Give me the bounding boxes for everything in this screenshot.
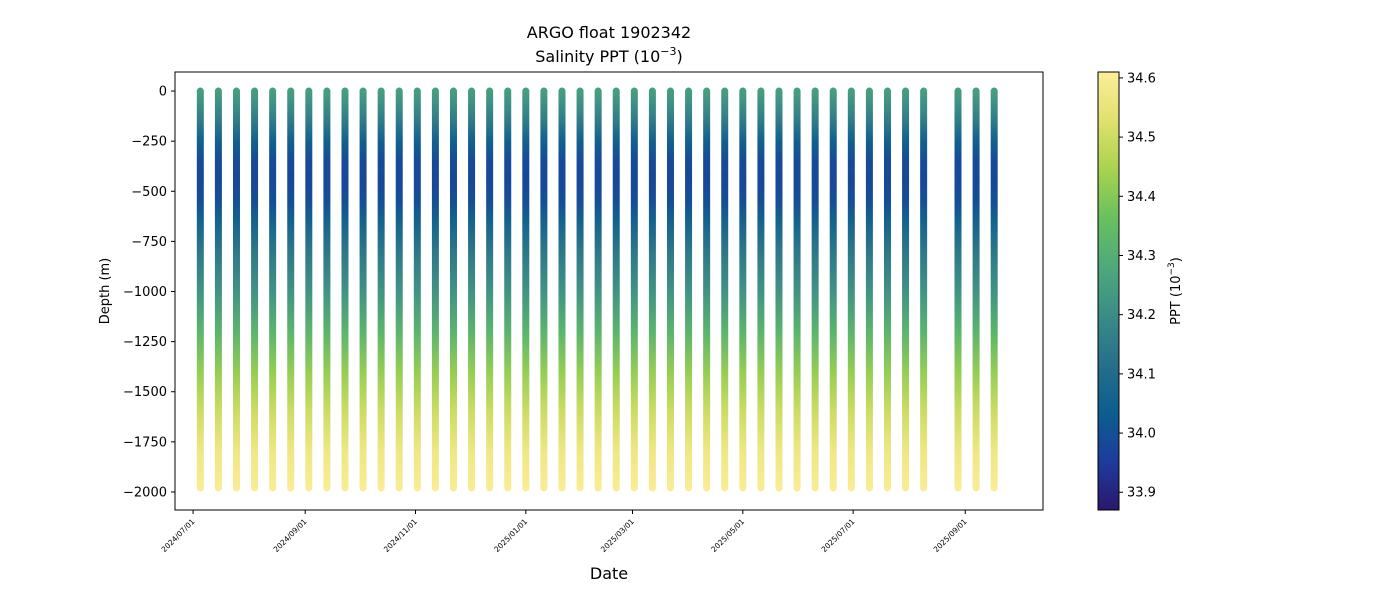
plot-area	[196, 87, 998, 492]
colorbar-tick-label: 34.3	[1127, 249, 1156, 264]
colorbar-tick-label: 34.4	[1127, 190, 1156, 205]
y-tick-label: −1500	[123, 385, 167, 400]
plot-frame	[174, 71, 1044, 511]
y-axis: 0 −250 −500 −750 −1000 −1250 −1500 −1750 −2000	[123, 85, 175, 500]
colorbar	[1097, 71, 1120, 511]
colorbar-tick-label: 34.6	[1127, 71, 1156, 86]
chart-subtitle: Salinity PPT (10−3)	[535, 45, 683, 66]
x-axis-label: Date	[590, 564, 628, 583]
x-tick-label: 2025/01/01	[492, 517, 529, 554]
colorbar-tick-label: 34.0	[1127, 427, 1156, 442]
x-tick-label: 2025/05/01	[709, 517, 746, 554]
y-tick-label: −250	[131, 135, 167, 150]
x-tick-label: 2025/09/01	[932, 517, 969, 554]
y-axis-label: Depth (m)	[98, 258, 113, 325]
colorbar-tick-label: 34.1	[1127, 367, 1156, 382]
colorbar-tick-label: 33.9	[1127, 486, 1156, 501]
y-tick-label: −1250	[123, 335, 167, 350]
colorbar-axis: 33.9 34.0 34.1 34.2 34.3 34.4 34.5 34.6	[1119, 71, 1156, 501]
colorbar-label: PPT (10−3)	[1167, 257, 1184, 325]
y-tick-label: −500	[131, 185, 167, 200]
x-tick-label: 2024/07/01	[160, 517, 197, 554]
x-tick-label: 2024/09/01	[272, 517, 309, 554]
y-tick-label: 0	[159, 85, 167, 100]
y-tick-label: −750	[131, 235, 167, 250]
x-tick-label: 2025/07/01	[820, 517, 857, 554]
x-axis: 2024/07/01 2024/09/01 2024/11/01 2025/01/01…	[160, 510, 969, 554]
x-tick-label: 2025/03/01	[599, 517, 636, 554]
chart-title: ARGO float 1902342	[527, 23, 691, 42]
y-tick-label: −1000	[123, 285, 167, 300]
x-tick-label: 2024/11/01	[382, 517, 419, 554]
y-tick-label: −2000	[123, 485, 167, 500]
y-tick-label: −1750	[123, 435, 167, 450]
colorbar-tick-label: 34.5	[1127, 131, 1156, 146]
colorbar-tick-label: 34.2	[1127, 308, 1156, 323]
